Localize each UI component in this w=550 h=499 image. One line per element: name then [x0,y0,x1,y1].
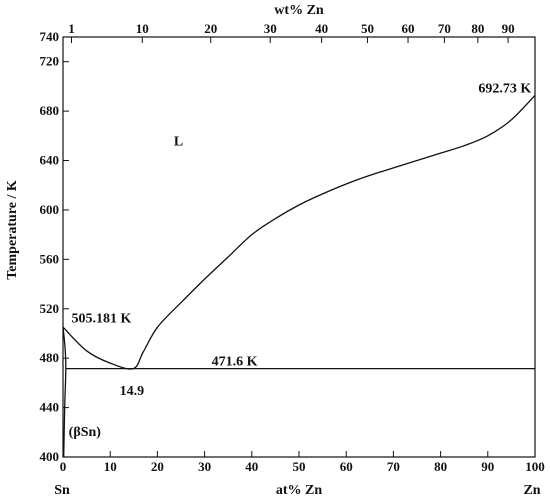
x-tick-label: 0 [60,459,67,474]
top-tick-label: 60 [402,21,415,36]
top-tick-label: 40 [315,21,328,36]
y-tick-label: 400 [40,449,60,464]
annotation-label: 505.181 K [71,311,131,326]
x-tick-label: 10 [104,459,117,474]
annotation-label: 14.9 [120,384,145,399]
y-tick-label: 440 [40,400,60,415]
x-tick-label: 30 [198,459,211,474]
annotation-label: L [174,135,183,150]
x-tick-label: 40 [245,459,258,474]
x-tick-label: 100 [525,459,545,474]
top-tick-label: 90 [502,21,515,36]
y-tick-label: 600 [40,202,60,217]
top-tick-label: 20 [204,21,217,36]
liquidus-line [62,94,536,370]
y-tick-label: 640 [40,153,60,168]
x-tick-label: 60 [340,459,353,474]
top-tick-label: 80 [471,21,484,36]
x-right-element-label: Zn [523,483,540,498]
annotation-label: 471.6 K [212,355,258,370]
x-tick-label: 20 [151,459,164,474]
y-tick-label: 680 [40,103,60,118]
annotation-label: 692.73 K [478,82,531,97]
y-tick-label: 720 [40,54,60,69]
top-axis-title: wt% Zn [274,3,324,18]
top-tick-label: 30 [264,21,277,36]
x-tick-label: 80 [434,459,447,474]
x-tick-label: 70 [387,459,400,474]
x-axis-title: at% Zn [276,483,323,498]
top-tick-label: 70 [438,21,451,36]
y-tick-label: 480 [40,350,60,365]
top-tick-label: 10 [136,21,149,36]
x-tick-label: 50 [293,459,306,474]
y-tick-label: 560 [40,251,60,266]
annotation-label: (βSn) [69,425,102,440]
x-left-element-label: Sn [54,483,70,498]
y-tick-label: 520 [40,301,60,316]
top-tick-label: 1 [68,21,75,36]
y-tick-label: 740 [40,29,60,44]
x-tick-label: 90 [481,459,494,474]
top-tick-label: 50 [361,21,374,36]
y-axis-title: Temperature / K [5,180,20,280]
